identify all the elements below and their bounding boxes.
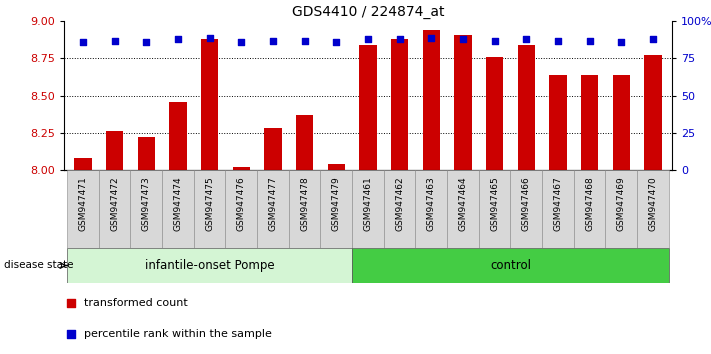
Point — [616, 39, 627, 45]
FancyBboxPatch shape — [225, 170, 257, 248]
Text: disease state: disease state — [4, 261, 73, 270]
Bar — [391, 39, 408, 170]
Point — [299, 38, 310, 44]
Point — [109, 38, 120, 44]
Bar — [232, 167, 250, 170]
FancyBboxPatch shape — [194, 170, 225, 248]
Point — [77, 39, 89, 45]
FancyBboxPatch shape — [605, 170, 637, 248]
FancyBboxPatch shape — [415, 170, 447, 248]
Bar — [169, 102, 187, 170]
Bar — [422, 30, 440, 170]
FancyBboxPatch shape — [542, 170, 574, 248]
Bar — [74, 158, 92, 170]
Point — [647, 36, 658, 42]
FancyBboxPatch shape — [99, 170, 131, 248]
Point — [172, 36, 183, 42]
Point — [394, 36, 405, 42]
Point — [362, 36, 374, 42]
Text: GSM947463: GSM947463 — [427, 176, 436, 231]
Text: GSM947478: GSM947478 — [300, 176, 309, 231]
Text: control: control — [490, 259, 531, 272]
Bar — [328, 164, 345, 170]
Point — [235, 39, 247, 45]
Text: GSM947475: GSM947475 — [205, 176, 214, 231]
FancyBboxPatch shape — [479, 170, 510, 248]
Bar — [264, 128, 282, 170]
Title: GDS4410 / 224874_at: GDS4410 / 224874_at — [292, 5, 444, 19]
Point — [65, 300, 77, 306]
FancyBboxPatch shape — [321, 170, 352, 248]
Text: GSM947472: GSM947472 — [110, 176, 119, 231]
Text: GSM947467: GSM947467 — [553, 176, 562, 231]
FancyBboxPatch shape — [510, 170, 542, 248]
Text: GSM947464: GSM947464 — [459, 176, 467, 231]
Text: infantile-onset Pompe: infantile-onset Pompe — [145, 259, 274, 272]
FancyBboxPatch shape — [574, 170, 605, 248]
FancyBboxPatch shape — [67, 170, 99, 248]
Point — [331, 39, 342, 45]
Text: percentile rank within the sample: percentile rank within the sample — [84, 329, 272, 339]
FancyBboxPatch shape — [162, 170, 194, 248]
Bar — [549, 75, 567, 170]
Point — [489, 38, 501, 44]
Point — [204, 35, 215, 40]
Bar — [296, 115, 314, 170]
Bar — [201, 39, 218, 170]
Text: GSM947466: GSM947466 — [522, 176, 530, 231]
Bar — [138, 137, 155, 170]
Text: GSM947471: GSM947471 — [78, 176, 87, 231]
Text: GSM947462: GSM947462 — [395, 176, 404, 231]
FancyBboxPatch shape — [289, 170, 321, 248]
Bar — [106, 131, 123, 170]
Point — [426, 35, 437, 40]
Bar — [359, 45, 377, 170]
Text: GSM947476: GSM947476 — [237, 176, 246, 231]
Text: GSM947473: GSM947473 — [141, 176, 151, 231]
Point — [267, 38, 279, 44]
FancyBboxPatch shape — [352, 248, 669, 283]
Point — [141, 39, 152, 45]
Bar — [644, 56, 662, 170]
Text: GSM947470: GSM947470 — [648, 176, 658, 231]
FancyBboxPatch shape — [384, 170, 415, 248]
Point — [552, 38, 564, 44]
Bar — [581, 75, 598, 170]
FancyBboxPatch shape — [352, 170, 384, 248]
Text: GSM947474: GSM947474 — [173, 176, 183, 231]
Text: GSM947477: GSM947477 — [269, 176, 277, 231]
Bar — [518, 45, 535, 170]
Bar — [454, 35, 471, 170]
FancyBboxPatch shape — [637, 170, 669, 248]
Point — [457, 36, 469, 42]
Bar — [613, 75, 630, 170]
FancyBboxPatch shape — [131, 170, 162, 248]
FancyBboxPatch shape — [257, 170, 289, 248]
FancyBboxPatch shape — [447, 170, 479, 248]
Point — [65, 331, 77, 337]
Point — [584, 38, 595, 44]
Point — [520, 36, 532, 42]
Bar — [486, 57, 503, 170]
Text: GSM947465: GSM947465 — [490, 176, 499, 231]
Text: GSM947479: GSM947479 — [332, 176, 341, 231]
Text: GSM947468: GSM947468 — [585, 176, 594, 231]
Text: GSM947461: GSM947461 — [363, 176, 373, 231]
Text: transformed count: transformed count — [84, 298, 188, 308]
Text: GSM947469: GSM947469 — [616, 176, 626, 231]
FancyBboxPatch shape — [67, 248, 352, 283]
